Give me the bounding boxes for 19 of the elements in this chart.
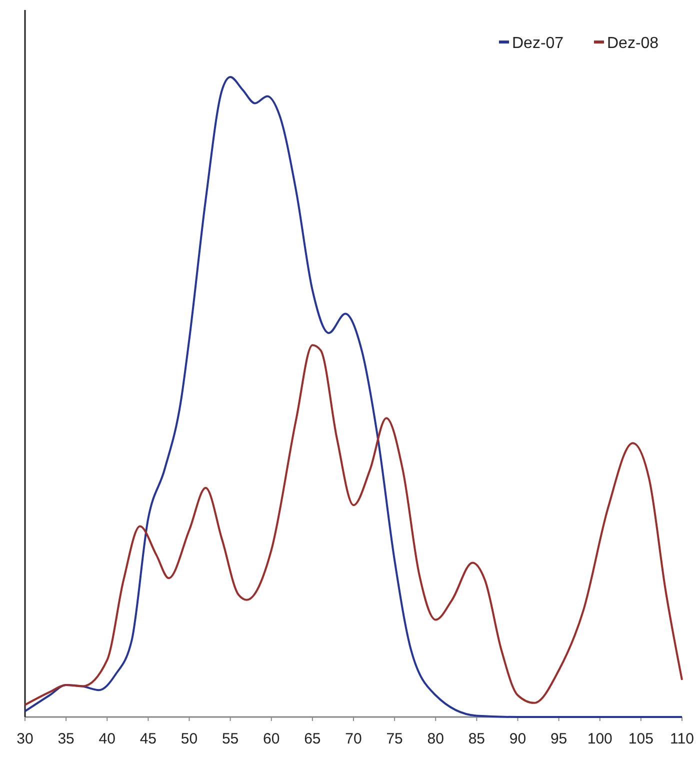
legend-label: Dez-07 — [512, 35, 564, 52]
x-tick-label: 110 — [670, 730, 694, 748]
x-tick-label: 45 — [140, 730, 157, 748]
x-tick-label: 100 — [587, 730, 612, 748]
x-tick-label: 30 — [16, 730, 34, 748]
legend-label: Dez-08 — [607, 35, 659, 52]
x-tick-label: 60 — [263, 730, 280, 748]
x-tick-label: 55 — [222, 730, 239, 748]
x-tick-label: 80 — [427, 730, 444, 748]
x-tick-label: 95 — [550, 730, 568, 748]
x-tick-label: 40 — [98, 730, 116, 748]
x-tick-label: 85 — [468, 730, 486, 748]
x-tick-label: 65 — [304, 730, 321, 748]
x-tick-label: 75 — [386, 730, 403, 748]
x-tick-label: 105 — [628, 730, 654, 748]
x-tick-label: 70 — [345, 730, 362, 748]
x-tick-label: 35 — [58, 730, 74, 748]
x-tick-label: 50 — [180, 730, 198, 748]
x-tick-label: 90 — [509, 730, 526, 748]
